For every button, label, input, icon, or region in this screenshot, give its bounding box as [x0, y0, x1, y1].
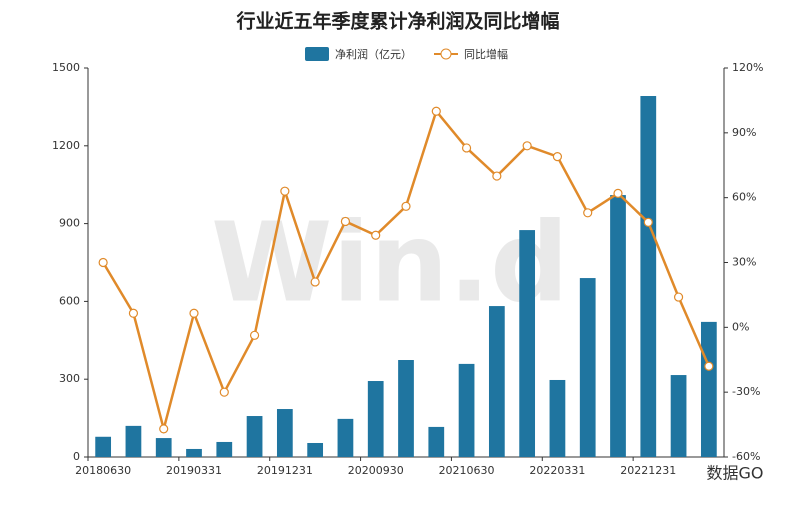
legend-swatch — [305, 47, 329, 61]
bar — [519, 230, 536, 457]
chart-title: 行业近五年季度累计净利润及同比增幅 — [235, 10, 559, 33]
x-tick-label: 20190331 — [166, 464, 222, 477]
bar — [246, 416, 263, 457]
line-point — [704, 361, 714, 371]
bar — [670, 375, 687, 457]
x-tick-label: 20180630 — [75, 464, 131, 477]
y2-tick-label: -60% — [732, 450, 760, 463]
bar — [428, 426, 445, 457]
y2-tick-label: 60% — [732, 191, 756, 204]
legend-label: 净利润（亿元） — [335, 47, 412, 61]
legend-label: 同比增幅 — [464, 47, 508, 61]
y2-tick-label: -30% — [732, 385, 760, 398]
bar — [337, 418, 354, 457]
x-tick-label: 20191231 — [257, 464, 313, 477]
bar — [125, 425, 142, 457]
line-point — [673, 292, 684, 302]
bar — [216, 441, 233, 457]
y2-tick-label: 0% — [732, 320, 749, 333]
legend-swatch — [440, 48, 452, 60]
x-tick-label: 20221231 — [620, 464, 676, 477]
bar — [186, 448, 202, 457]
y-tick-label: 300 — [59, 372, 80, 385]
line-point — [371, 230, 381, 240]
bar — [488, 306, 505, 457]
y-tick-label: 1500 — [52, 61, 80, 74]
y-tick-label: 600 — [59, 294, 80, 307]
y2-tick-label: 120% — [732, 61, 763, 74]
line-point — [492, 171, 502, 181]
line-point — [98, 257, 108, 268]
bar — [458, 363, 475, 457]
line-point — [643, 217, 653, 227]
y2-tick-label: 90% — [732, 126, 756, 139]
line-point — [552, 152, 563, 162]
bar — [610, 195, 626, 457]
y2-tick-label: 30% — [732, 256, 756, 269]
line-point — [522, 141, 532, 151]
line-point — [310, 277, 320, 287]
line-point — [280, 186, 290, 196]
line-point — [340, 216, 351, 227]
bar — [579, 278, 596, 457]
line-point — [219, 387, 229, 397]
y-tick-label: 900 — [59, 217, 80, 230]
bar — [398, 360, 414, 457]
x-tick-label: 20200930 — [348, 464, 404, 477]
bar — [155, 438, 172, 457]
line-point — [189, 308, 199, 318]
line-point — [159, 424, 169, 434]
bar — [549, 379, 566, 457]
line-point — [128, 308, 139, 318]
bar — [307, 442, 324, 457]
line-point — [431, 106, 441, 116]
bar — [640, 96, 657, 458]
x-tick-label: 20210630 — [439, 464, 495, 477]
line-point — [461, 143, 472, 153]
bar — [700, 321, 717, 457]
line-point — [583, 208, 593, 218]
x-tick-label: 20220331 — [529, 464, 585, 477]
line-point — [249, 330, 260, 340]
line-point — [613, 188, 623, 198]
watermark: Win.d — [211, 198, 569, 326]
badge: 数据GO — [707, 464, 764, 483]
y-tick-label: 0 — [73, 450, 80, 463]
line-point — [401, 201, 411, 211]
y-tick-label: 1200 — [52, 139, 80, 152]
bar — [367, 381, 384, 457]
bar — [95, 436, 112, 457]
bar — [276, 409, 293, 457]
